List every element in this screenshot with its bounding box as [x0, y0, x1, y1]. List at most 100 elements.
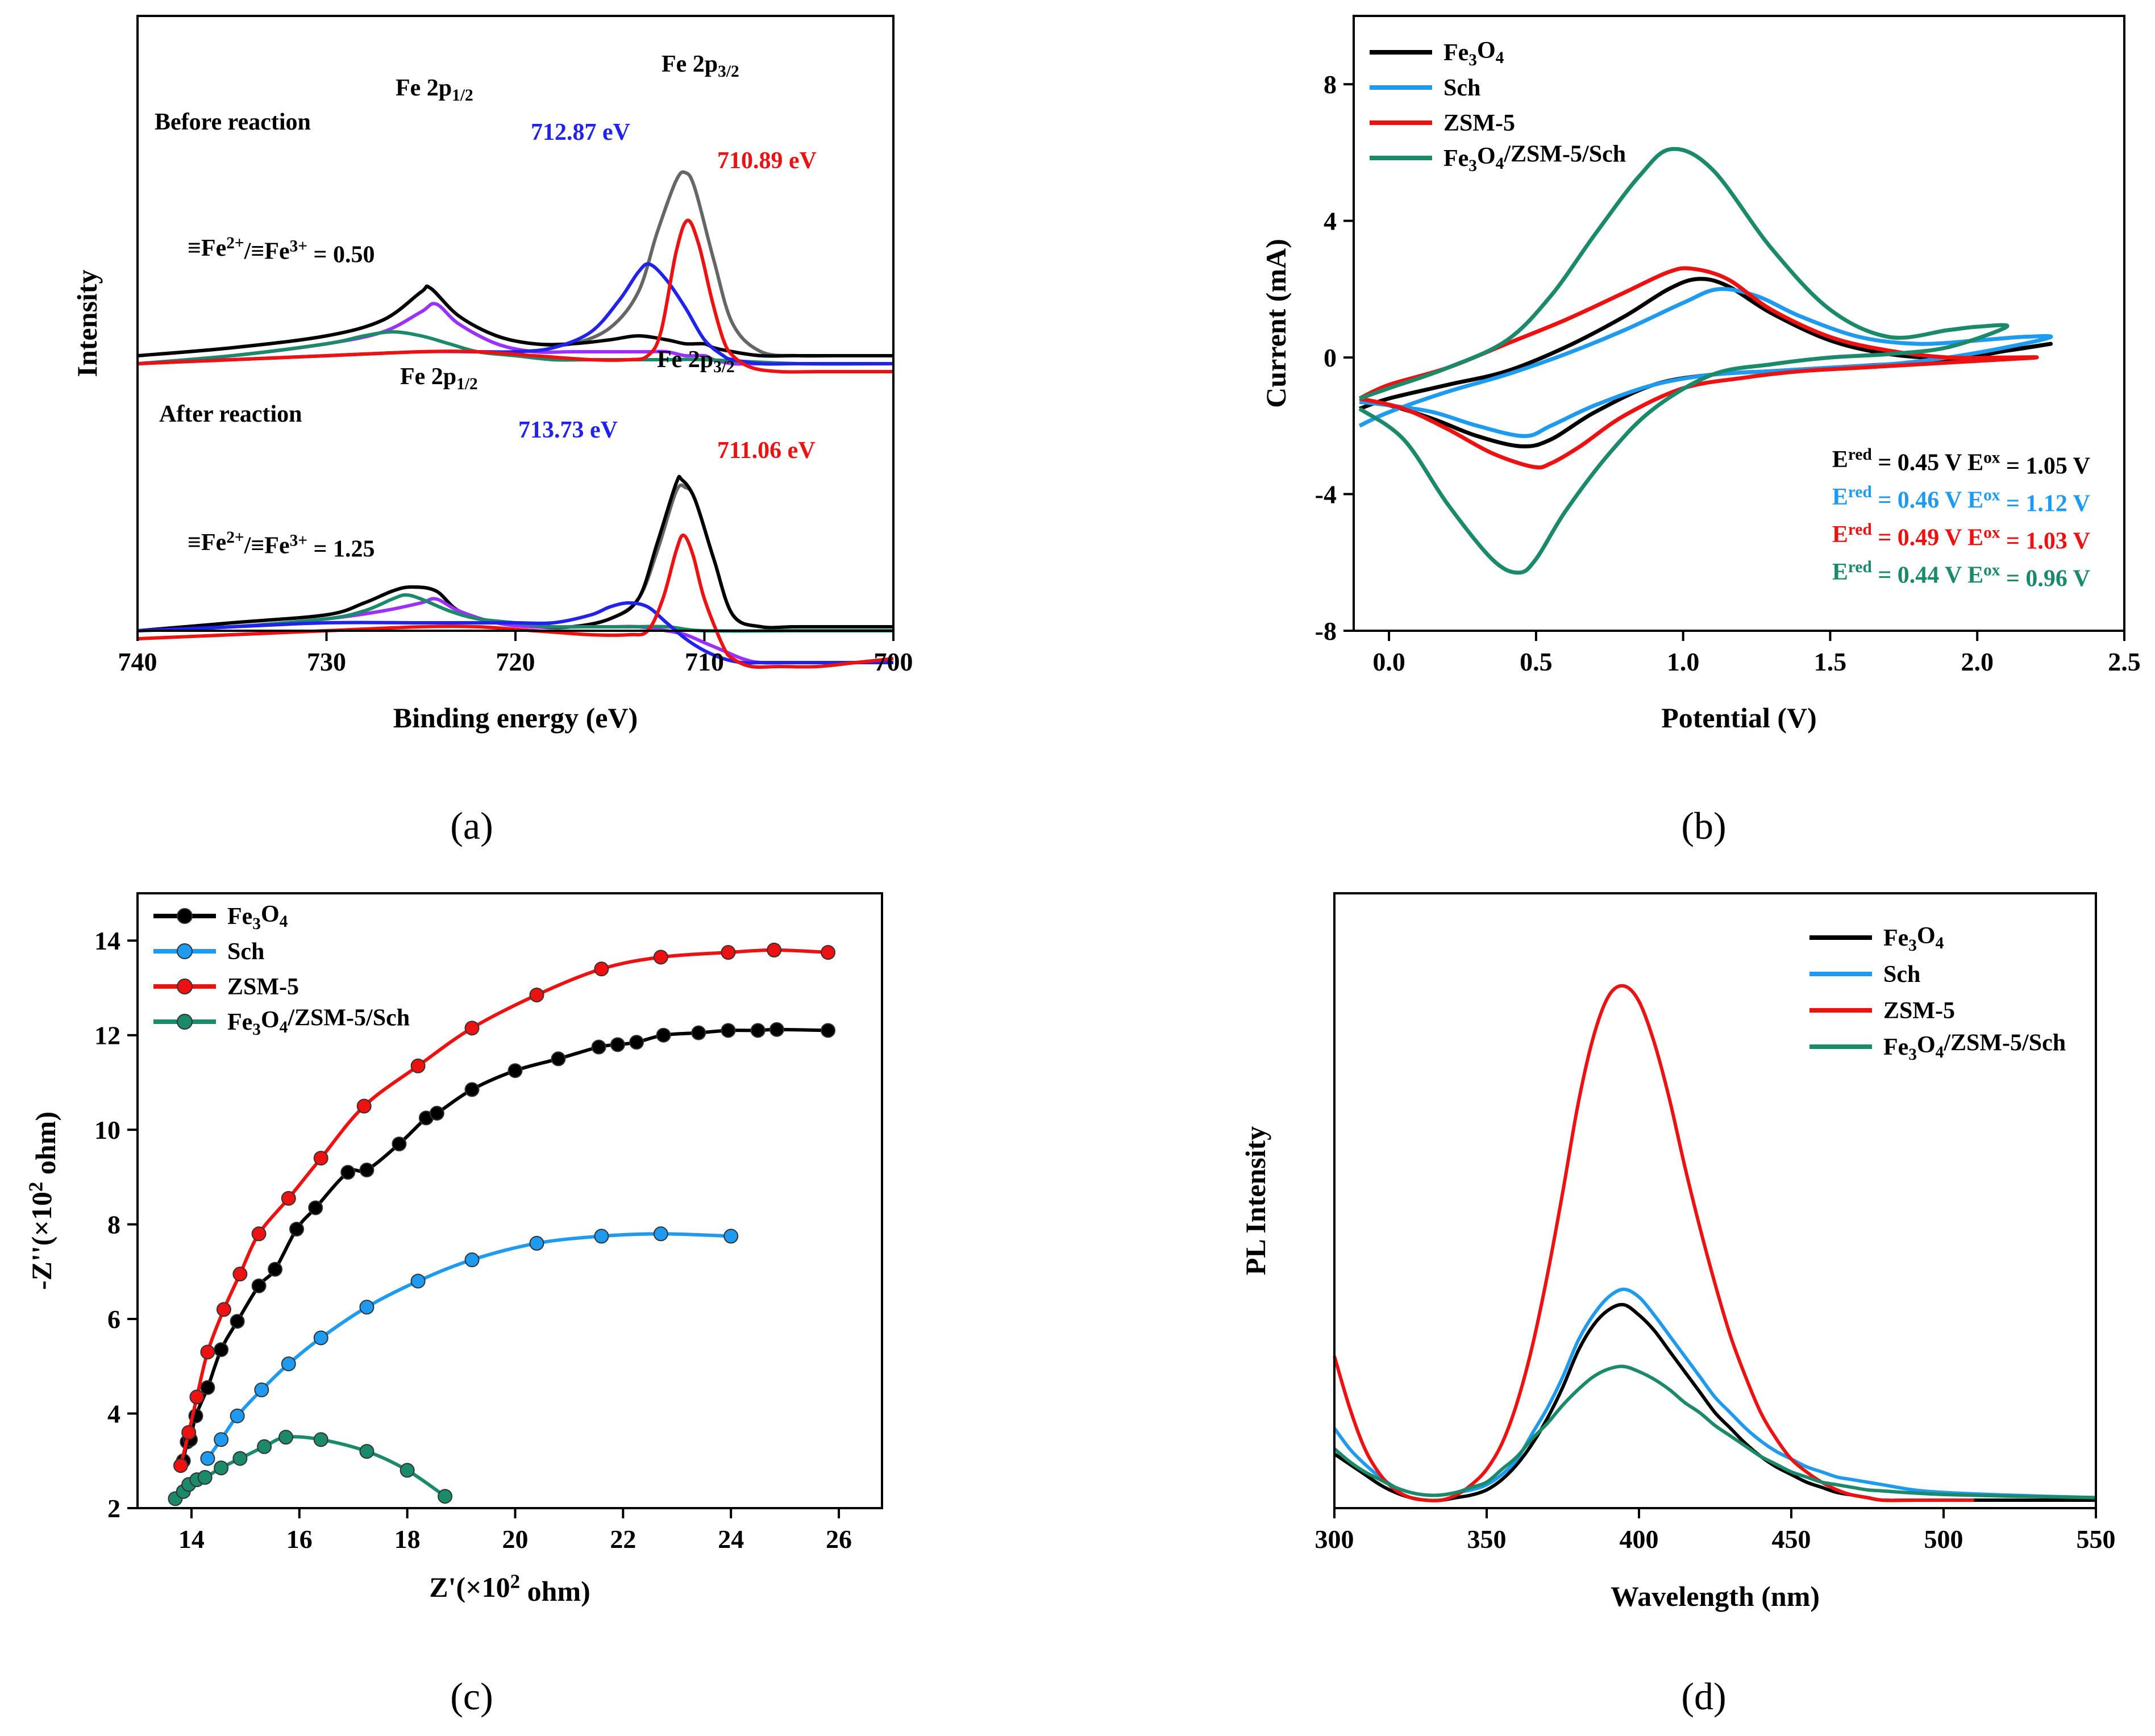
d-series-fe3o4-zsm-5-sch — [1333, 1364, 2096, 1500]
c-y-tick-label: 2 — [107, 1494, 120, 1523]
a-red-peak-value: 711.06 eV — [717, 438, 816, 464]
b-x-tick-label: 1.0 — [1667, 647, 1700, 676]
b-legend-label: ZSM-5 — [1443, 110, 1515, 136]
d-y-axis-label: PL Intensity — [1239, 1126, 1271, 1276]
a-red-peak-value: 710.89 eV — [717, 148, 817, 174]
c-data-point — [653, 1226, 668, 1242]
d-x-tick-label: 500 — [1924, 1525, 1963, 1554]
c-data-point — [721, 1023, 736, 1038]
panel-label-b: (b) — [1681, 804, 1726, 847]
a-y-axis-label: Intensity — [71, 270, 103, 377]
c-y-tick-label: 14 — [94, 926, 120, 955]
a-peak-label: Fe 2p3/2​ — [662, 51, 739, 81]
c-data-point — [767, 942, 782, 957]
c-data-point — [251, 1226, 267, 1242]
c-data-point — [216, 1302, 231, 1317]
c-data-point — [230, 1314, 245, 1329]
c-data-point — [656, 1027, 671, 1043]
a-after-title: After reaction — [159, 401, 302, 427]
d-x-axis-label: Wavelength (nm) — [1611, 1580, 1820, 1612]
c-markers-fe3o4-zsm-5-sch — [168, 1430, 453, 1506]
c-legend-label: Fe3O4/ZSM-5/Sch — [227, 1005, 410, 1038]
d-x-tick-label: 300 — [1315, 1525, 1354, 1554]
c-data-point — [610, 1037, 625, 1052]
b-x-axis-label: Potential (V) — [1661, 702, 1817, 734]
c-data-point — [173, 1458, 188, 1473]
c-y-tick-label: 8 — [107, 1210, 120, 1239]
a-blue-peak-value: 713.73 eV — [518, 417, 618, 443]
c-data-point — [591, 1039, 606, 1055]
c-legend-label: ZSM-5 — [227, 974, 299, 1000]
c-legend-marker — [177, 908, 193, 924]
c-data-point — [750, 1023, 766, 1038]
c-data-point — [723, 1229, 739, 1244]
c-data-point — [308, 1200, 323, 1215]
b-legend-label: Sch — [1443, 75, 1480, 101]
a-series-before-black-fit — [137, 284, 893, 358]
c-data-point — [821, 1023, 836, 1038]
c-data-point — [410, 1058, 426, 1073]
c-data-point — [281, 1356, 296, 1372]
c-x-tick-label: 16 — [286, 1525, 313, 1554]
c-data-point — [313, 1151, 328, 1166]
a-x-tick-label: 720 — [496, 647, 535, 676]
c-y-tick-label: 12 — [94, 1021, 120, 1050]
c-data-point — [400, 1463, 415, 1478]
c-data-point — [340, 1165, 356, 1180]
c-legend-marker — [177, 943, 193, 959]
c-data-point — [438, 1489, 453, 1504]
c-data-point — [214, 1432, 229, 1447]
d-x-tick-label: 550 — [2077, 1525, 2116, 1554]
c-x-tick-label: 24 — [718, 1525, 744, 1554]
panel-b: 0.0 0.5 1.0 1.5 2.0 2.5 -8 -4 0 4 8 Potential (V) Cu… — [1260, 15, 2141, 847]
b-legend-label: Fe3O4​ — [1443, 38, 1504, 69]
c-x-tick-label: 26 — [826, 1525, 852, 1554]
c-x-tick-label: 14 — [178, 1525, 205, 1554]
c-data-point — [464, 1252, 480, 1268]
d-series-sch — [1333, 1287, 2096, 1500]
b-potential-label: Ered = 0.46 V Eox = 1.12 V — [1832, 483, 2090, 517]
c-data-point — [214, 1460, 229, 1476]
c-data-point — [268, 1262, 283, 1277]
c-data-point — [392, 1136, 407, 1152]
b-series-group — [1358, 147, 2053, 575]
b-y-axis-label: Current (mA) — [1260, 239, 1292, 408]
a-ratio-label: ≡Fe2+/≡Fe3+ = 1.25 — [188, 528, 375, 563]
d-x-tick-label: 350 — [1467, 1525, 1507, 1554]
b-x-tick-label: 1.5 — [1814, 647, 1847, 676]
c-data-point — [551, 1051, 566, 1067]
a-series-after-red-fit — [137, 534, 894, 669]
c-x-tick-label: 20 — [502, 1525, 528, 1554]
d-legend-label: Sch — [1883, 961, 1920, 988]
a-x-tick-label: 700 — [874, 647, 913, 676]
c-y-tick-label: 4 — [107, 1400, 120, 1429]
c-y-tick-label: 6 — [107, 1305, 120, 1334]
c-data-point — [359, 1162, 375, 1177]
c-y-tick-label: 10 — [94, 1115, 120, 1144]
c-data-point — [200, 1380, 215, 1395]
c-data-point — [200, 1451, 215, 1466]
d-legend-label: Fe3O4​ — [1883, 923, 1944, 955]
panel-label-a: (a) — [450, 804, 493, 847]
c-data-point — [529, 987, 544, 1002]
c-data-point — [257, 1439, 272, 1454]
b-potential-label: Ered = 0.49 V Eox = 1.03 V — [1832, 521, 2090, 555]
c-data-point — [507, 1063, 523, 1079]
d-x-tick-label: 400 — [1620, 1525, 1659, 1554]
d-plot-frame — [1333, 892, 2097, 1509]
b-legend-label: Fe3O4/ZSM-5/Sch — [1443, 141, 1626, 174]
b-x-tick-label: 2.0 — [1961, 647, 1994, 676]
a-ratio-label: ≡Fe2+/≡Fe3+ = 0.50 — [188, 234, 375, 268]
b-plot-frame — [1353, 15, 2125, 632]
a-x-tick-label: 710 — [685, 647, 724, 676]
c-series-fe3o4 — [181, 1027, 829, 1462]
c-markers-sch — [200, 1226, 739, 1466]
c-markers-fe3o4 — [176, 1022, 836, 1468]
c-data-point — [313, 1432, 328, 1447]
a-series-after-black-fit — [137, 474, 893, 632]
b-series-sch — [1358, 287, 2053, 438]
b-series-fe3o4 — [1359, 277, 2053, 449]
c-data-point — [594, 961, 609, 977]
c-data-point — [197, 1469, 213, 1485]
c-data-point — [464, 1082, 480, 1097]
